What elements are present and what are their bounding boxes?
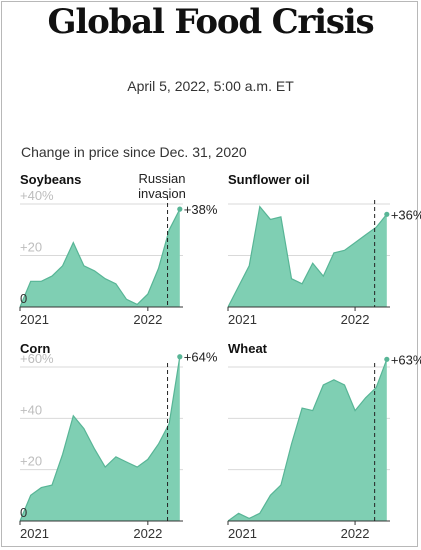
end-value-label: +38%: [184, 202, 218, 217]
chart-title: Wheat: [228, 341, 268, 356]
x-tick-label: 2021: [20, 312, 49, 327]
annotation-line: invasion: [138, 186, 186, 201]
chart-title: Corn: [20, 341, 50, 356]
y-tick-label: +40: [20, 402, 42, 417]
series-line: [227, 205, 388, 308]
y-tick-label: 0: [20, 291, 27, 306]
x-tick-label: 2022: [133, 526, 162, 541]
y-tick-label: +20: [20, 454, 42, 469]
area-fill: [228, 206, 387, 307]
chart-corn: Corn 0 +20 +40 +60% 2021 2022 +64%: [19, 341, 218, 541]
area-fill: [20, 356, 180, 521]
end-point: [384, 211, 390, 217]
x-tick-label: 2022: [341, 312, 370, 327]
timestamp: April 5, 2022, 5:00 a.m. ET: [127, 78, 294, 94]
chart-subtitle: Change in price since Dec. 31, 2020: [21, 144, 247, 160]
chart-sunflower-oil: Sunflower oil 2021 2022 +36%: [227, 172, 421, 327]
x-tick-label: 2021: [20, 526, 49, 541]
chart-wheat: Wheat 2021 2022 +63%: [227, 341, 421, 541]
end-value-label: +36%: [391, 207, 421, 222]
end-point: [177, 206, 183, 212]
area-fill: [228, 359, 387, 521]
series-line: [227, 359, 388, 522]
y-tick-label: 0: [20, 505, 27, 520]
x-tick-label: 2022: [341, 526, 370, 541]
area-fill: [20, 209, 180, 307]
chart-soybeans: Soybeans 0 +20 +40% 2021 2022 Russianinvasion+…: [19, 171, 218, 327]
end-point: [177, 354, 183, 360]
x-tick-label: 2021: [228, 312, 257, 327]
page-title: Global Food Crisis: [47, 2, 375, 42]
y-tick-label: +60%: [20, 351, 54, 366]
chart-title: Soybeans: [20, 172, 81, 187]
x-tick-label: 2021: [228, 526, 257, 541]
series-line: [19, 208, 181, 308]
end-point: [384, 356, 390, 362]
y-tick-label: +40%: [20, 188, 54, 203]
y-tick-label: +20: [20, 240, 42, 255]
end-value-label: +64%: [184, 350, 218, 365]
annotation-line: Russian: [139, 171, 186, 186]
end-value-label: +63%: [391, 352, 421, 367]
x-tick-label: 2022: [133, 312, 162, 327]
chart-title: Sunflower oil: [228, 172, 310, 187]
series-line: [19, 356, 181, 522]
